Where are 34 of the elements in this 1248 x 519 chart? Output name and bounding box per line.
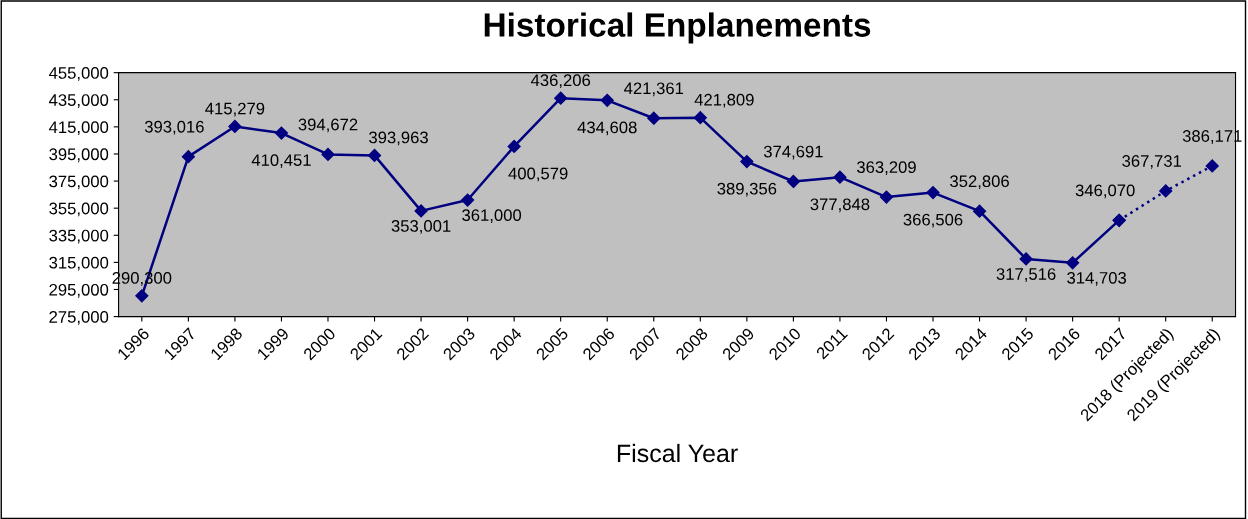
y-tick-label: 395,000 [49, 148, 109, 163]
y-tick-label: 455,000 [48, 67, 109, 81]
data-label: 410,451 [251, 154, 311, 168]
data-label: 421,361 [624, 82, 684, 97]
data-label: 366,506 [903, 213, 963, 228]
data-label: 352,806 [950, 175, 1009, 190]
x-axis-title: Fiscal Year [617, 443, 738, 463]
data-label: 393,016 [144, 120, 204, 135]
y-tick-label: 435,000 [48, 94, 109, 108]
data-label: 367,731 [1122, 155, 1182, 169]
y-tick-label: 295,000 [49, 283, 109, 298]
y-tick-label: 335,000 [49, 229, 109, 244]
data-label: 363,209 [856, 161, 916, 175]
y-tick-label: 415,000 [48, 121, 109, 136]
data-label: 400,579 [508, 167, 568, 182]
data-label: 415,279 [205, 102, 265, 117]
data-label: 346,070 [1075, 184, 1135, 199]
y-tick-label: 355,000 [49, 202, 109, 217]
data-label: 317,516 [996, 268, 1056, 282]
data-label: 314,703 [1067, 271, 1127, 286]
data-label: 374,691 [763, 145, 823, 160]
data-label: 393,963 [369, 131, 428, 146]
chart-title: Historical Enplanements [484, 12, 871, 44]
y-tick-label: 275,000 [49, 310, 109, 325]
y-tick-label: 375,000 [49, 175, 109, 190]
data-label: 434,608 [577, 121, 637, 136]
y-tick-label: 315,000 [49, 256, 109, 271]
data-label: 353,001 [391, 220, 451, 234]
data-label: 421,809 [694, 93, 754, 108]
data-label: 361,000 [462, 209, 522, 223]
data-label: 377,848 [810, 198, 870, 213]
data-label: 389,356 [717, 182, 777, 197]
data-label: 394,672 [298, 118, 358, 133]
data-label: 436,206 [530, 74, 591, 89]
